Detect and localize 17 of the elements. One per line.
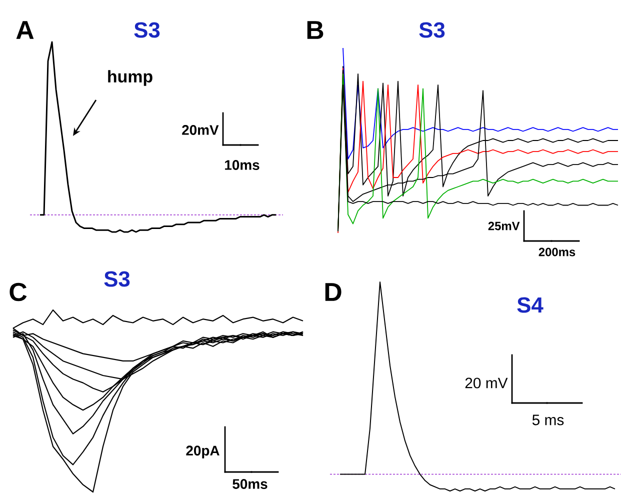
- annotation: hump: [108, 70, 152, 86]
- annotation: 50ms: [232, 479, 268, 489]
- text: B: [307, 21, 324, 39]
- annotation: 20 mV: [465, 378, 508, 388]
- annotation: 20mV: [182, 125, 219, 135]
- annotation: 5 ms: [532, 414, 564, 426]
- annotation: D: [325, 283, 342, 301]
- text: C: [10, 282, 27, 302]
- annotation: 25mV: [488, 222, 520, 230]
- chart-title: S3: [104, 271, 130, 287]
- chart-title: S3: [134, 22, 160, 38]
- text: S4: [517, 297, 544, 313]
- annotation: 10ms: [225, 160, 260, 170]
- chart-title: S3: [419, 22, 445, 38]
- text: A: [16, 21, 34, 39]
- text: 200ms: [538, 248, 576, 256]
- annotation: 20pA: [186, 446, 220, 458]
